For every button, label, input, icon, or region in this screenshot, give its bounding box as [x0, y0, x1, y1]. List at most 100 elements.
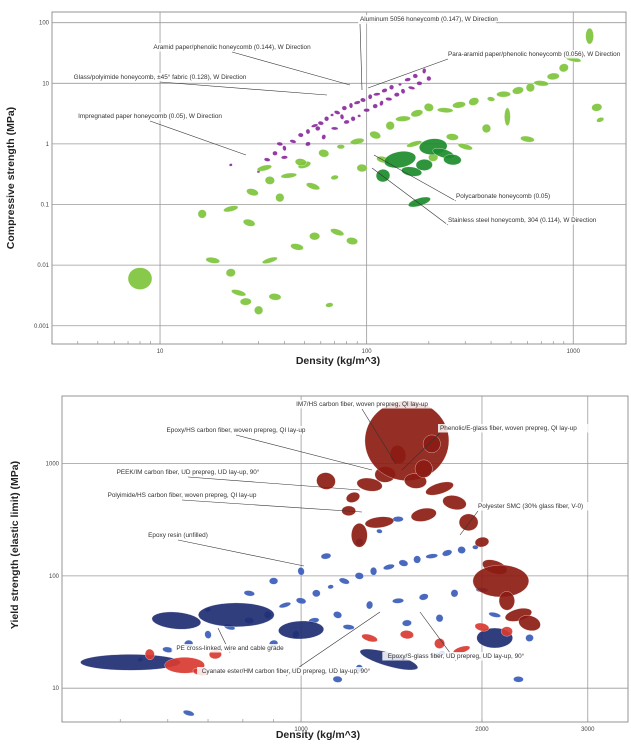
data-point-blue — [269, 577, 279, 585]
data-point-dark-red — [346, 492, 360, 503]
data-point-light-green — [197, 209, 207, 219]
data-point-purple — [404, 77, 411, 82]
data-points — [80, 400, 541, 717]
data-point-blue — [297, 567, 305, 576]
annotation-leader — [149, 120, 247, 156]
data-point-purple — [350, 116, 356, 122]
annotations: IM7/HS carbon fiber, woven prepreg, QI l… — [102, 400, 590, 677]
annotation-label: Cyanate ester/HM carbon fiber, UD prepre… — [202, 667, 371, 675]
annotation-label: Stainless steel honeycomb, 304 (0.114), … — [448, 217, 597, 224]
annotation-box — [446, 216, 606, 225]
data-point-dark-red — [442, 495, 467, 510]
data-point-blue — [435, 614, 444, 623]
data-point-dark-navy — [151, 611, 201, 630]
data-point-purple — [357, 114, 361, 118]
data-point-blue — [398, 559, 409, 567]
data-point-purple — [282, 145, 287, 151]
data-point-blue — [392, 516, 404, 523]
data-point-dark-green — [415, 159, 433, 171]
data-point-purple — [321, 134, 327, 140]
data-point-blue — [370, 567, 377, 576]
data-point-purple — [381, 88, 388, 93]
data-point-light-green — [262, 256, 278, 264]
data-point-light-green — [318, 149, 330, 158]
data-point-blue — [342, 624, 355, 630]
data-point-dark-red — [474, 536, 490, 548]
annotation-label: PEEK/IM carbon fiber, UD prepreg, UD lay… — [117, 468, 260, 476]
data-point-purple — [276, 141, 284, 146]
gridlines — [51, 12, 626, 344]
annotation-box — [382, 652, 530, 661]
data-point-blue — [525, 634, 534, 642]
annotation-box — [476, 502, 590, 511]
data-point-dark-green — [443, 154, 462, 166]
data-point-purple — [305, 141, 311, 147]
annotation-label: Polyimide/HS carbon fiber, woven prepreg… — [108, 492, 257, 499]
data-point-light-green — [481, 123, 491, 133]
annotation-label: Polycarbonate honeycomb (0.05) — [456, 193, 550, 200]
data-point-purple — [426, 75, 432, 82]
data-point-light-green — [468, 97, 480, 106]
data-point-purple — [416, 81, 423, 86]
data-point-light-green — [395, 115, 411, 122]
data-point-blue — [295, 597, 307, 605]
data-point-light-green — [496, 91, 511, 98]
data-point-purple — [373, 92, 381, 96]
y-tick-label: 0.001 — [34, 324, 50, 330]
data-point-purple — [339, 113, 345, 120]
data-point-purple — [289, 139, 297, 144]
data-point-light-green — [268, 293, 282, 301]
data-point-purple — [330, 113, 334, 117]
data-point-light-green — [223, 205, 239, 213]
data-point-purple — [422, 68, 427, 74]
data-point-light-green — [225, 268, 236, 277]
data-point-blue — [278, 602, 291, 609]
data-point-light-green — [256, 164, 272, 172]
compressive-strength-chart: 10 100 1000 0.001 0.01 0.1 1 10 100 Aluminum 505… — [5, 11, 627, 367]
data-point-purple — [324, 116, 330, 122]
annotation-leader — [235, 434, 373, 471]
data-point-light-green — [546, 72, 560, 80]
annotation-label: Para-aramid paper/phenolic honeycomb (0.… — [448, 51, 621, 58]
data-point-blue — [327, 584, 334, 590]
data-point-dark-red — [458, 513, 479, 531]
annotation-leader — [231, 51, 351, 86]
annotation-leader — [459, 510, 479, 536]
tick-labels: 10 100 1000 0.001 0.01 0.1 1 10 100 — [34, 21, 581, 355]
data-point-light-green — [350, 138, 365, 145]
data-point-blue — [457, 546, 466, 554]
annotation-box — [454, 192, 550, 201]
annotation-box — [76, 112, 224, 121]
annotation-box — [291, 400, 433, 409]
data-point-light-green — [254, 305, 264, 315]
annotation-box — [68, 73, 252, 82]
annotation-label: Epoxy/HS carbon fiber, woven prepreg, QI… — [167, 427, 306, 434]
data-point-light-green — [325, 302, 334, 308]
data-point-blue — [488, 612, 501, 618]
data-point-dark-red — [351, 523, 368, 548]
data-point-light-green — [410, 109, 424, 118]
data-point-light-green — [246, 188, 259, 196]
y-tick-label: 100 — [49, 574, 60, 580]
data-point-purple — [379, 100, 384, 106]
data-point-dark-red — [316, 472, 336, 490]
data-point-blue — [442, 549, 453, 557]
annotations: Aluminum 5056 honeycomb (0.147), W Direc… — [68, 15, 624, 226]
annotation-box — [171, 644, 289, 653]
data-point-blue — [332, 675, 343, 683]
x-axis-label: Density (kg/m^3) — [296, 355, 380, 367]
annotation-label: Aramid paper/phenolic honeycomb (0.144),… — [153, 44, 311, 51]
y-tick-label: 1 — [46, 142, 50, 148]
data-point-light-green — [127, 267, 153, 290]
data-point-purple — [343, 119, 350, 125]
data-point-purple — [353, 100, 361, 105]
data-point-blue — [383, 564, 395, 570]
data-point-purple — [341, 105, 347, 111]
data-point-light-green — [290, 243, 304, 251]
data-point-purple — [263, 157, 271, 162]
data-point-light-green — [264, 176, 275, 185]
y-tick-label: 1000 — [46, 462, 60, 468]
data-point-red — [434, 638, 445, 649]
data-point-dark-green — [384, 151, 416, 169]
annotation-label: Phenolic/E-glass fiber, woven prepreg, Q… — [440, 425, 577, 432]
